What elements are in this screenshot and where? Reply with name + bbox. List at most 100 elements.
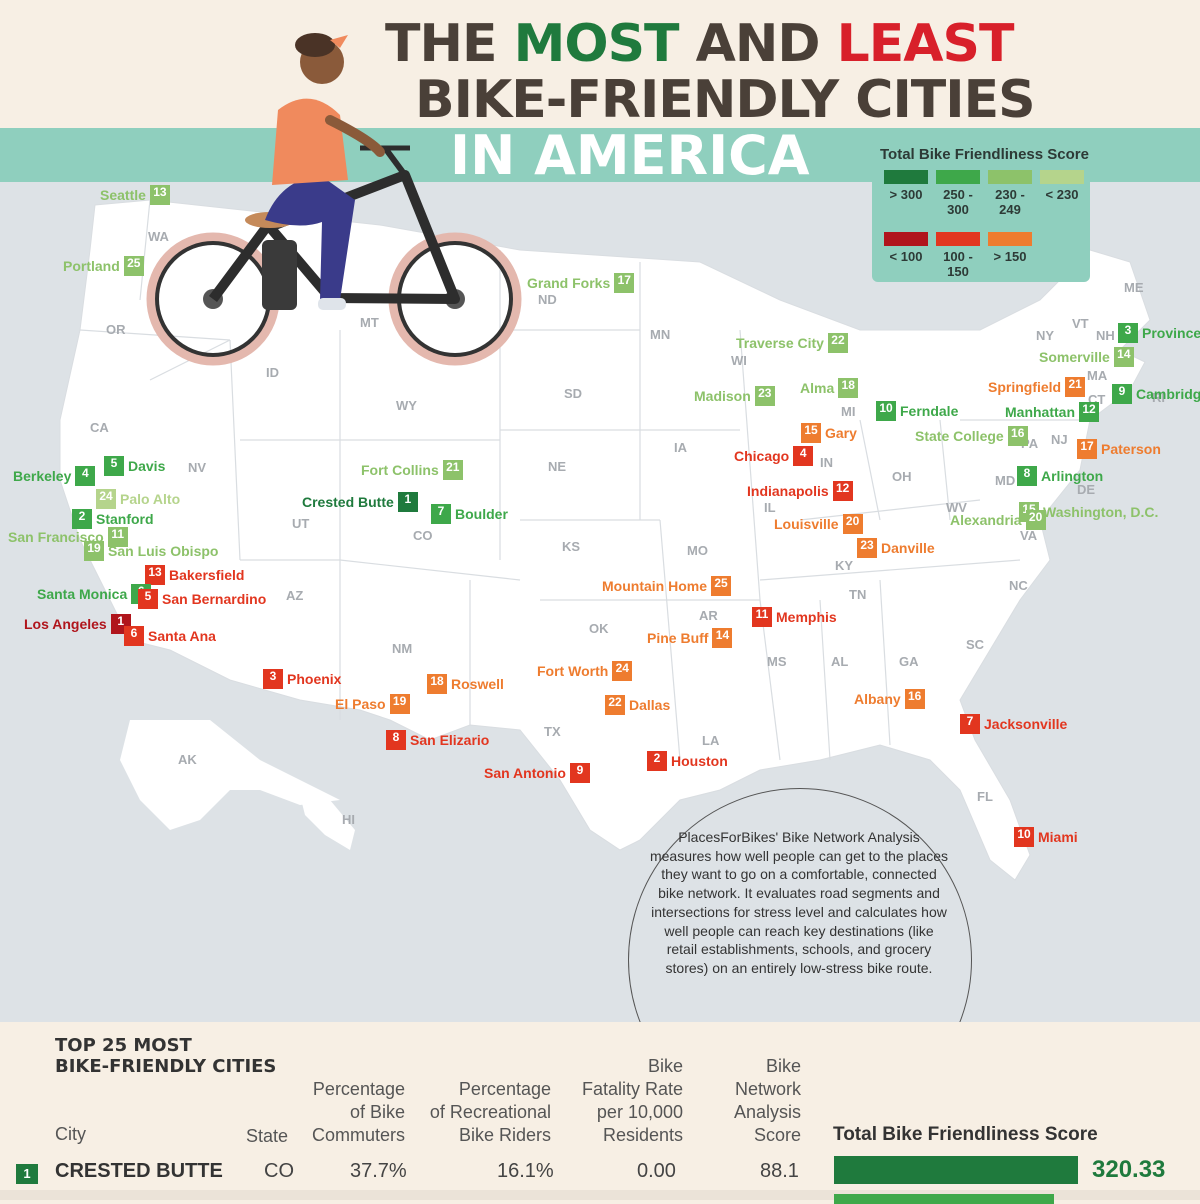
- city-marker: 2 Houston: [647, 751, 728, 771]
- legend-swatch-100-150: [936, 232, 980, 246]
- city-name: Gary: [825, 425, 857, 441]
- city-rank-badge: 9: [569, 763, 590, 783]
- row-score-bar: [834, 1156, 1078, 1184]
- legend-label-gt150: > 150: [993, 249, 1027, 264]
- city-marker: Santa Monica6: [37, 584, 152, 604]
- state-label-ky: KY: [835, 558, 854, 573]
- city-rank-badge: 23: [857, 538, 877, 558]
- row-network: 88.1: [760, 1160, 799, 1182]
- state-label-hi: HI: [342, 812, 355, 827]
- city-rank-badge: 12: [1079, 402, 1099, 422]
- city-marker: Fort Collins 21: [361, 460, 463, 480]
- city-marker: Alma 18: [800, 378, 859, 398]
- state-label-ny: NY: [1036, 328, 1055, 343]
- city-name: Washington, D.C.: [1043, 504, 1159, 520]
- state-borders: [79, 199, 1080, 761]
- city-name: Santa Ana: [148, 628, 216, 644]
- city-rank-badge: 14: [1113, 347, 1134, 367]
- city-name: San Antonio: [484, 765, 566, 781]
- city-name: Fort Worth: [537, 663, 609, 679]
- city-name: Manhattan: [1005, 404, 1075, 420]
- city-rank-badge: 18: [838, 378, 859, 398]
- city-rank-badge: 17: [1077, 439, 1097, 459]
- city-name: Roswell: [451, 676, 504, 692]
- row-city-name: CRESTED BUTTE: [55, 1160, 223, 1182]
- city-rank-badge: 25: [123, 256, 144, 276]
- city-marker: 7 Jacksonville: [960, 714, 1067, 734]
- city-rank-badge: 3: [263, 669, 283, 689]
- city-marker: 3Provincetown: [1118, 323, 1200, 343]
- city-marker: Alexandria 20: [950, 510, 1046, 530]
- city-rank-badge: 9: [1112, 384, 1132, 404]
- city-rank-badge: 10: [1014, 827, 1034, 847]
- city-name: Fort Collins: [361, 462, 439, 478]
- city-name: El Paso: [335, 696, 386, 712]
- city-marker: 19 San Luis Obispo: [84, 541, 218, 561]
- state-label-de: DE: [1077, 482, 1096, 497]
- city-name: Cambridge: [1136, 386, 1200, 402]
- col-header-city: City: [55, 1124, 86, 1144]
- city-rank-badge: 22: [605, 695, 625, 715]
- city-marker: Albany 16: [854, 689, 925, 709]
- city-marker: 5 Davis: [104, 456, 165, 476]
- city-name: Springfield: [988, 379, 1062, 395]
- city-name: Memphis: [776, 609, 837, 625]
- city-name: Traverse City: [736, 335, 824, 351]
- legend-swatch-gt150: [988, 232, 1032, 246]
- state-label-tn: TN: [849, 587, 867, 602]
- state-label-ri: RI: [1152, 390, 1165, 405]
- title-line2: BIKE-FRIENDLY CITIES: [415, 70, 1036, 130]
- city-rank-badge: 19: [389, 694, 410, 714]
- city-rank-badge: 20: [1025, 510, 1046, 530]
- row-commuters: 37.7%: [350, 1160, 407, 1182]
- city-rank-badge: 13: [145, 565, 165, 585]
- city-rank-badge: 21: [1065, 377, 1086, 397]
- state-label-mt: MT: [360, 315, 379, 330]
- city-name: Los Angeles: [24, 616, 107, 632]
- methodology-note: PlacesForBikes' Bike Network Analysis me…: [649, 829, 949, 976]
- city-rank-badge: 3: [1118, 323, 1138, 343]
- city-rank-badge: 5: [104, 456, 124, 476]
- city-marker: 6 Santa Ana: [124, 626, 216, 646]
- state-label-oh: OH: [892, 469, 912, 484]
- state-label-al: AL: [831, 654, 849, 669]
- city-marker: 3 Phoenix: [263, 669, 341, 689]
- city-marker: Portland 25: [63, 256, 144, 276]
- city-marker: 5 San Bernardino: [138, 589, 266, 609]
- city-marker: El Paso 19: [335, 694, 410, 714]
- legend-label-gt300: > 300: [889, 187, 923, 202]
- city-name: Dallas: [629, 697, 671, 713]
- city-rank-badge: 14: [712, 628, 733, 648]
- city-name: Alexandria: [950, 512, 1022, 528]
- state-label-co: CO: [413, 528, 433, 543]
- city-marker: Fort Worth 24: [537, 661, 633, 681]
- city-marker: 23 Danville: [857, 538, 935, 558]
- city-name: Mountain Home: [602, 578, 707, 594]
- legend-label-230-249: 230 - 249: [995, 187, 1025, 217]
- city-rank-badge: 20: [842, 514, 863, 534]
- city-rank-badge: 22: [827, 333, 848, 353]
- legend-title: Total Bike Friendliness Score: [880, 146, 1089, 163]
- city-marker: 2 Stanford: [72, 509, 154, 529]
- city-rank-badge: 11: [107, 527, 128, 547]
- city-name: San Elizario: [410, 732, 490, 748]
- city-name: Arlington: [1041, 468, 1104, 484]
- city-name: Somerville: [1039, 349, 1110, 365]
- city-rank-badge: 19: [84, 541, 104, 561]
- city-name: Provincetown: [1142, 325, 1200, 341]
- state-label-sd: SD: [564, 386, 583, 401]
- row-separator: [0, 1190, 1200, 1200]
- city-rank-badge: 8: [386, 730, 406, 750]
- state-label-or: OR: [106, 322, 126, 337]
- state-label-la: LA: [702, 733, 720, 748]
- city-rank-badge: 11: [752, 607, 772, 627]
- col-header-total: Total Bike Friendliness Score: [833, 1124, 1098, 1145]
- city-name: Danville: [881, 540, 935, 556]
- city-marker: Los Angeles 1: [24, 614, 131, 634]
- city-name: Davis: [128, 458, 166, 474]
- city-marker: Traverse City 22: [736, 333, 848, 353]
- city-marker: Indianapolis 12: [747, 481, 853, 501]
- state-label-wy: WY: [396, 398, 417, 413]
